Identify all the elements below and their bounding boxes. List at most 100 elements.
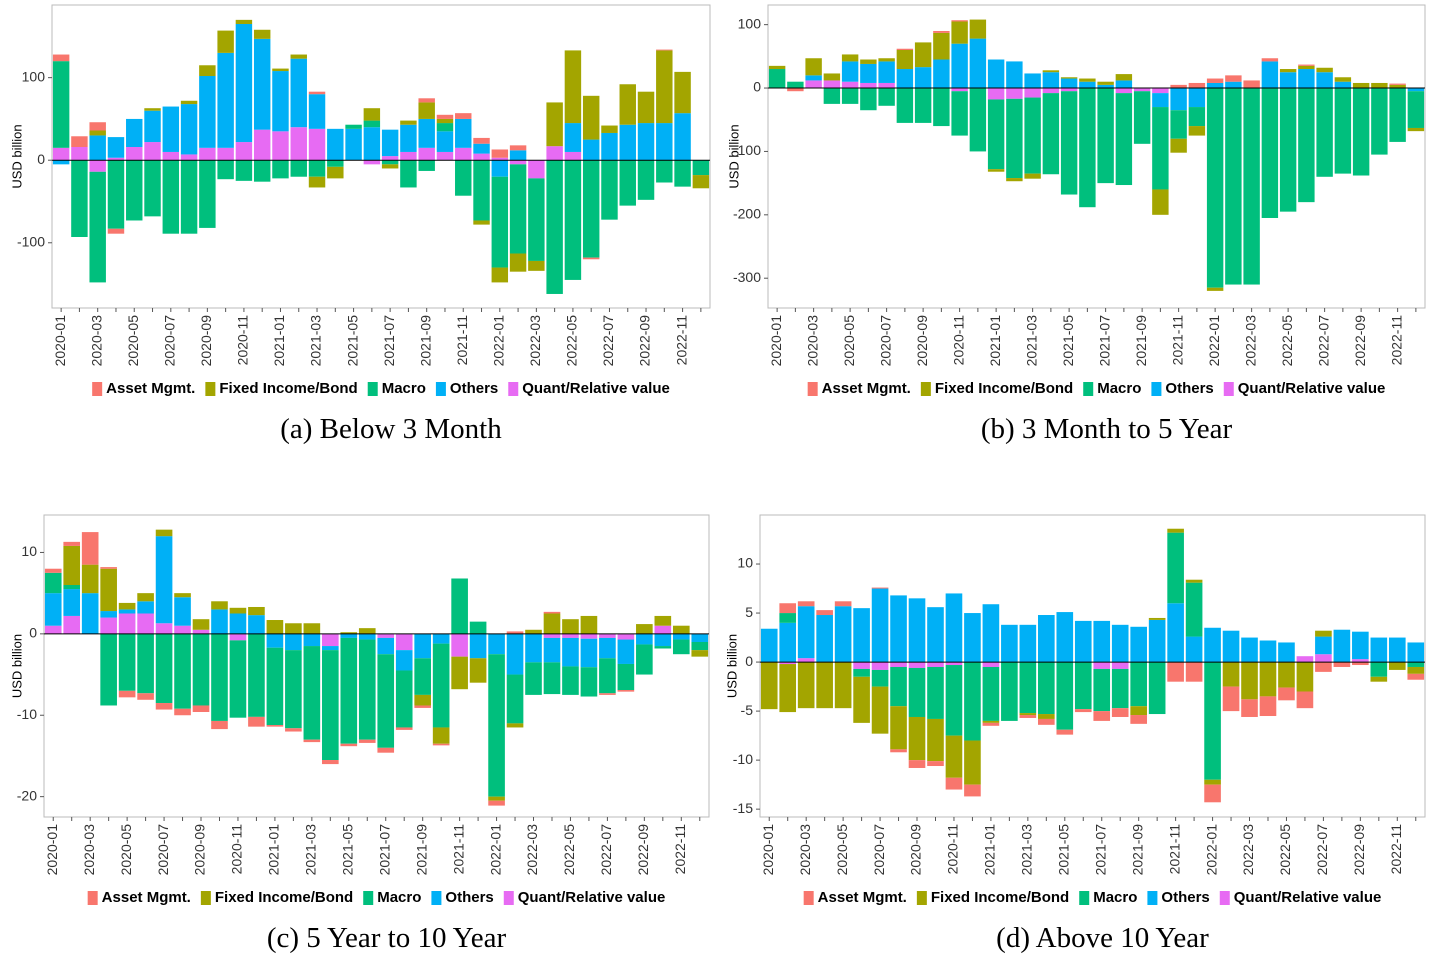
bar-segment: [1152, 93, 1169, 108]
bar-segment: [89, 135, 106, 161]
bar-segment: [816, 662, 833, 709]
bar-segment: [248, 716, 265, 727]
bar-segment: [1130, 715, 1147, 724]
bar-segment: [509, 164, 527, 254]
bar-segment: [44, 568, 62, 573]
bar-segment: [174, 708, 191, 716]
bar-segment: [1097, 84, 1114, 89]
bar-segment: [797, 601, 815, 607]
bar-segment: [1111, 624, 1129, 663]
bar-segment: [654, 615, 672, 626]
legend-label: Asset Mgmt.: [822, 380, 911, 397]
bar-segment: [1259, 640, 1277, 663]
x-tick-label: 2022-07: [1314, 824, 1330, 876]
y-tick-label: -100: [733, 142, 761, 158]
bar-segment: [509, 150, 527, 161]
bar-segment: [137, 613, 154, 634]
bar-segment: [1389, 83, 1406, 85]
bar-segment: [395, 633, 413, 651]
legend: Asset Mgmt. Fixed Income/Bond Macro Others Q…: [92, 380, 670, 397]
bar-segment: [180, 154, 198, 161]
bar-segment: [248, 606, 265, 616]
bar-segment: [927, 607, 944, 663]
bar-segment: [691, 633, 709, 642]
x-tick-label: 2021-07: [1096, 315, 1112, 367]
bar-segment: [779, 613, 797, 623]
x-tick-label: 2022-07: [600, 315, 616, 367]
bar-segment: [44, 625, 62, 634]
bar-segment: [787, 88, 804, 92]
y-axis-label: USD billion: [726, 124, 741, 188]
bar-segment: [89, 130, 106, 136]
bar-segment: [1024, 97, 1041, 174]
bar-segment: [564, 50, 582, 124]
x-tick-label: 2022-01: [491, 315, 507, 367]
legend-swatch: [916, 891, 927, 905]
bar-segment: [1296, 656, 1314, 663]
bar-segment: [964, 784, 981, 797]
x-tick-label: 2022-11: [1388, 824, 1404, 875]
bar-segment: [1148, 617, 1166, 620]
bar-segment: [1097, 88, 1114, 184]
legend-swatch: [435, 382, 446, 396]
bar-segment: [63, 545, 81, 586]
bar-segment: [155, 529, 173, 537]
bar-segment: [285, 633, 302, 651]
bar-segment: [107, 157, 125, 161]
bar-segment: [272, 71, 289, 132]
legend-swatch: [87, 891, 98, 905]
bar-segment: [543, 662, 561, 695]
bar-segment: [969, 19, 987, 39]
bar-segment: [692, 175, 710, 189]
bar-segment: [933, 32, 950, 60]
bar-segment: [1042, 72, 1060, 89]
bar-segment: [107, 137, 125, 158]
x-tick-label: 2020-11: [229, 824, 245, 875]
bar-segment: [266, 725, 284, 727]
bar-segment: [174, 597, 191, 626]
bar-segment: [308, 128, 326, 161]
bar-segment: [303, 633, 321, 647]
x-tick-label: 2021-05: [344, 315, 360, 367]
bar-segment: [1206, 82, 1224, 89]
bar-segment: [345, 124, 362, 129]
bar-segment: [1019, 715, 1037, 718]
bar-segment: [637, 91, 655, 124]
x-tick-label: 2022-01: [1203, 824, 1219, 876]
bar-segment: [1185, 636, 1203, 663]
x-tick-label: 2022-01: [487, 824, 503, 876]
y-tick-label: 0: [37, 151, 45, 167]
x-tick-label: 2021-03: [303, 824, 319, 876]
bar-segment: [908, 760, 926, 768]
bar-segment: [525, 633, 542, 663]
bar-segment: [805, 75, 822, 81]
bar-segment: [358, 628, 376, 634]
bar-segment: [617, 663, 635, 691]
bar-segment: [322, 646, 339, 651]
bar-segment: [654, 633, 672, 647]
bar-segment: [1093, 668, 1111, 712]
bar-segment: [100, 633, 117, 706]
bar-segment: [253, 38, 271, 130]
bar-segment: [656, 50, 673, 124]
bar-segment: [982, 720, 1000, 723]
bar-segment: [896, 88, 914, 123]
x-tick-label: 2020-05: [125, 315, 141, 367]
y-tick-label: -10: [17, 706, 37, 722]
bar-segment: [543, 613, 561, 634]
bar-segment: [473, 220, 490, 225]
bar-segment: [619, 160, 636, 206]
bar-segment: [1038, 662, 1055, 715]
bar-segment: [81, 564, 99, 594]
caption: (a) Below 3 Month: [280, 413, 502, 445]
x-tick-label: 2022-11: [673, 315, 689, 366]
bar-segment: [144, 108, 161, 111]
bar-segment: [1206, 88, 1224, 288]
bar-segment: [779, 664, 797, 713]
bar-segment: [432, 727, 450, 744]
bar-segment: [878, 61, 895, 83]
x-tick-label: 2022-05: [564, 315, 580, 367]
bar-segment: [488, 633, 505, 655]
bar-segment: [656, 160, 673, 183]
bar-segment: [436, 114, 454, 119]
